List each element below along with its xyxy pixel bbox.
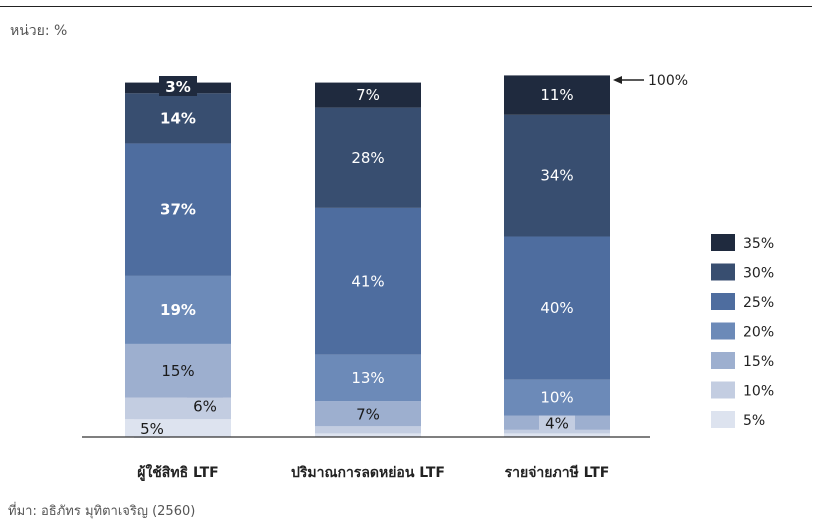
bar-segment	[504, 114, 610, 237]
data-label: 15%	[161, 362, 194, 380]
data-label: 11%	[540, 86, 573, 104]
legend-swatch	[711, 352, 735, 369]
bar-segment	[125, 93, 231, 144]
unit-label: หน่วย: %	[10, 23, 68, 39]
bar-segment	[315, 401, 421, 427]
data-label: 34%	[540, 167, 573, 185]
legend-label: 20%	[743, 325, 774, 341]
data-label: 5%	[140, 420, 164, 438]
data-label-bg	[134, 418, 170, 438]
bar-segment	[504, 379, 610, 416]
bar-segment	[125, 143, 231, 276]
legend-swatch	[711, 293, 735, 310]
bar-segment	[125, 343, 231, 398]
data-label: 3%	[165, 78, 190, 96]
x-tick-label: ปริมาณการลดหย่อน LTF	[291, 465, 445, 481]
bar-segment	[125, 275, 231, 344]
bar-segment	[504, 236, 610, 380]
data-label: 4%	[545, 415, 569, 433]
data-label-bg	[187, 395, 223, 416]
top-rule	[0, 6, 812, 7]
data-label-bg	[539, 412, 575, 433]
x-tick-label: รายจ่ายภาษี LTF	[505, 465, 610, 481]
legend-label: 35%	[743, 236, 774, 252]
annotation-label: 100%	[648, 73, 688, 89]
bar-segment	[315, 433, 421, 437]
data-label: 7%	[356, 86, 380, 104]
bar-segment	[315, 426, 421, 434]
bar-segment	[315, 107, 421, 208]
data-label: 6%	[193, 397, 217, 415]
legend-label: 10%	[743, 384, 774, 400]
legend-label: 5%	[743, 413, 765, 429]
bar-segment	[315, 82, 421, 108]
x-tick-label: ผู้ใช้สิทธิ LTF	[137, 463, 218, 481]
legend-label: 25%	[743, 295, 774, 311]
legend-label: 15%	[743, 354, 774, 370]
data-label: 14%	[160, 109, 196, 127]
data-label: 19%	[160, 301, 196, 319]
bar-segment	[315, 354, 421, 402]
bar-segment	[315, 207, 421, 355]
data-label-bg	[159, 76, 197, 96]
legend-swatch	[711, 322, 735, 340]
annotation-arrow-head	[613, 76, 622, 84]
data-label: 40%	[540, 299, 573, 317]
data-label: 37%	[160, 201, 196, 219]
legend-swatch	[711, 381, 735, 399]
data-label: 41%	[351, 272, 384, 290]
source-note: ที่มา: อธิภัทร มุทิตาเจริญ (2560)	[8, 504, 196, 519]
bar-segment	[504, 75, 610, 115]
data-label: 13%	[351, 369, 384, 387]
legend-label: 30%	[743, 266, 774, 282]
legend-swatch	[711, 263, 735, 281]
bar-segment	[504, 433, 610, 437]
legend-swatch	[711, 234, 735, 251]
legend-swatch	[711, 411, 735, 428]
data-label: 7%	[356, 406, 380, 424]
data-label: 28%	[351, 149, 384, 167]
data-label: 10%	[540, 389, 573, 407]
